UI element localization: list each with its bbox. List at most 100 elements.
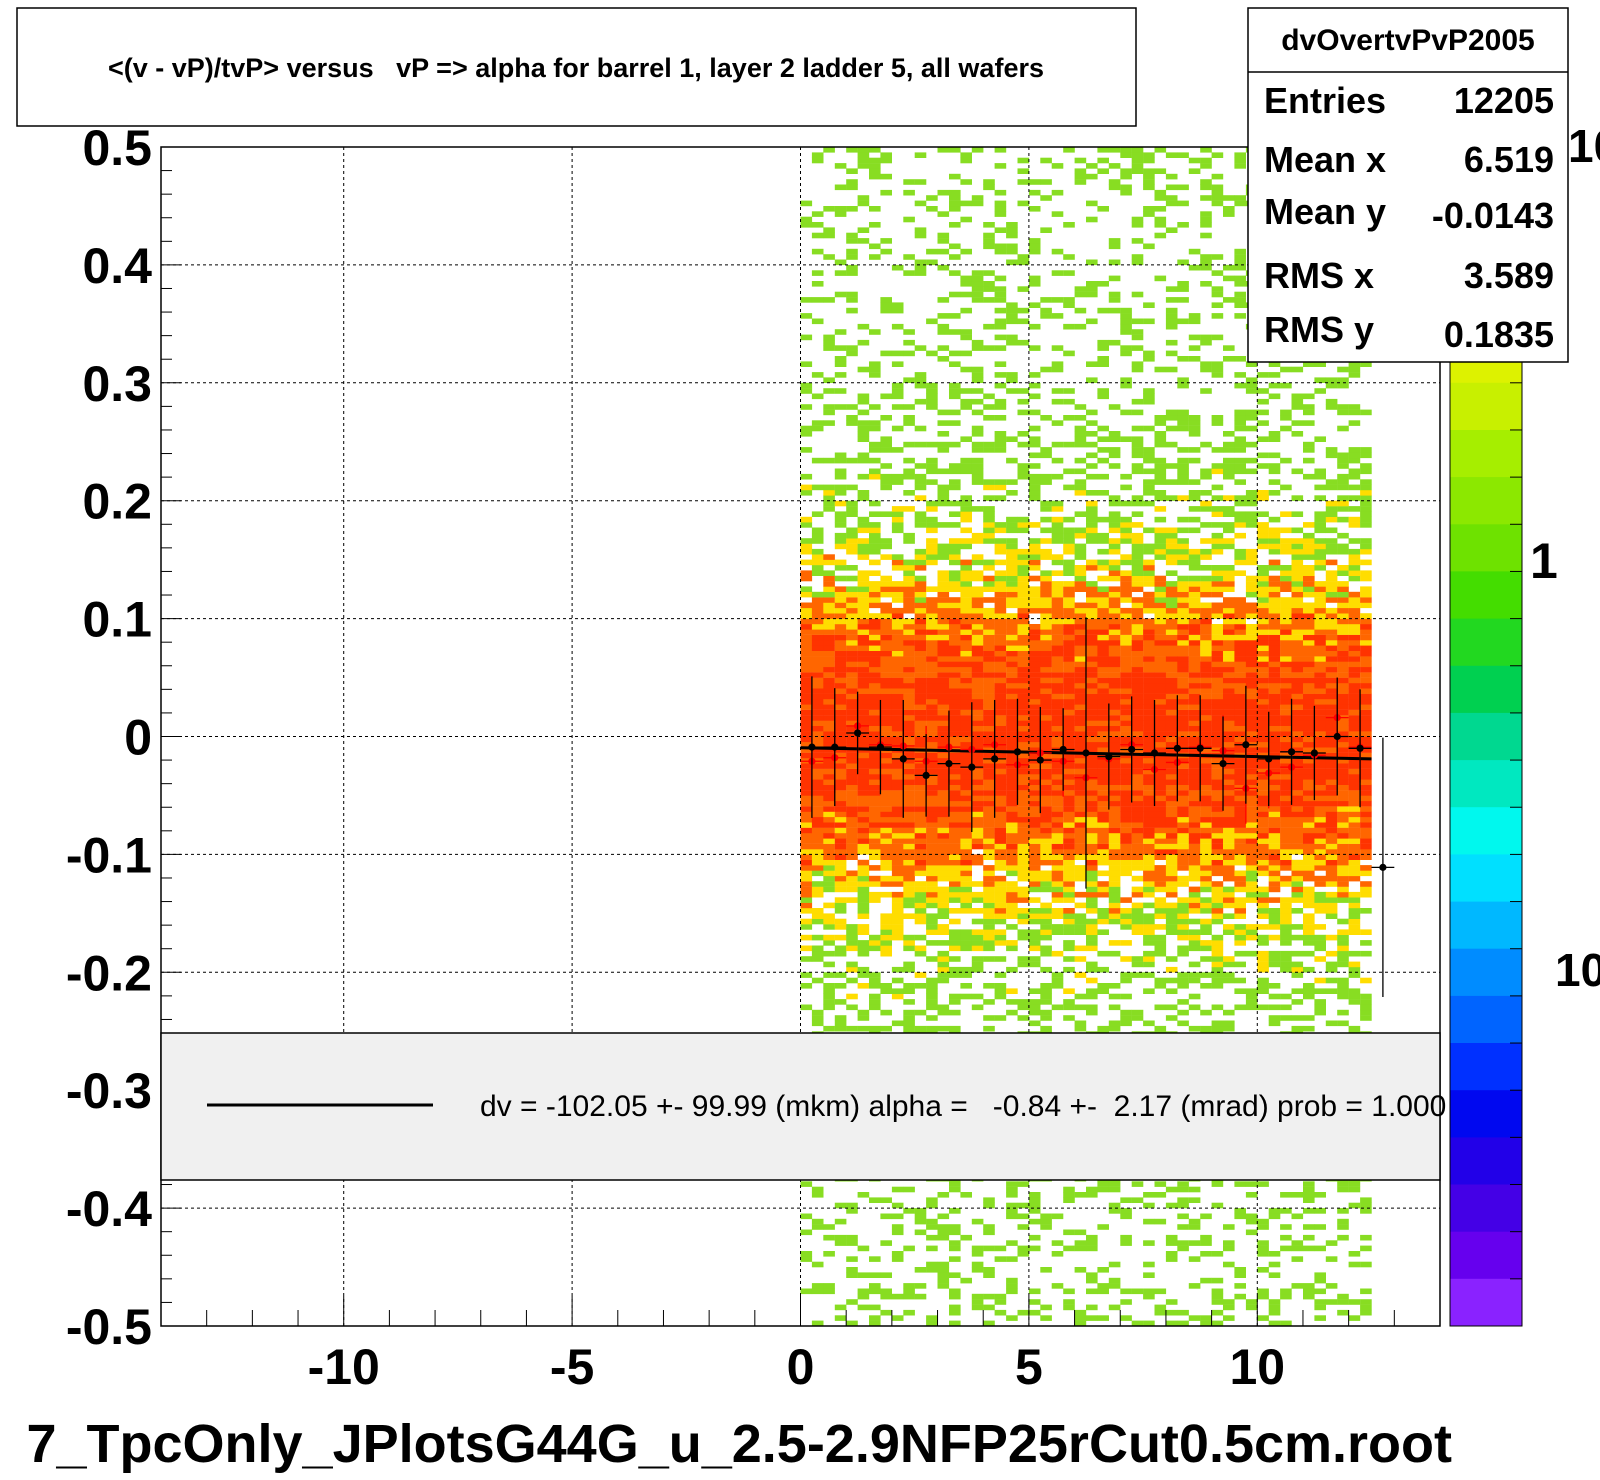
heatmap-cell — [1086, 1277, 1098, 1284]
heatmap-cell — [1086, 854, 1098, 860]
heatmap-cell — [1154, 774, 1167, 780]
heatmap-cell — [1200, 366, 1212, 373]
heatmap-cell — [1200, 945, 1212, 952]
heatmap-cell — [1177, 816, 1189, 823]
heatmap-cell — [1063, 966, 1075, 973]
heatmap-cell — [983, 699, 995, 705]
heatmap-cell — [1040, 784, 1052, 791]
heatmap-cell — [926, 1197, 938, 1203]
heatmap-cell — [914, 398, 927, 405]
heatmap-cell — [1154, 147, 1167, 153]
heatmap-cell — [960, 795, 972, 802]
heatmap-cell — [880, 238, 892, 244]
heatmap-cell — [880, 511, 892, 517]
heatmap-cell — [1040, 822, 1052, 828]
heatmap-cell — [1040, 677, 1052, 684]
heatmap-cell — [891, 350, 904, 357]
heatmap-cell — [1086, 516, 1098, 523]
heatmap-cell — [937, 816, 950, 823]
heatmap-cell — [994, 189, 1007, 196]
heatmap-cell — [1086, 586, 1098, 592]
heatmap-cell — [1074, 747, 1087, 753]
heatmap-cell — [971, 468, 984, 475]
heatmap-cell — [926, 956, 938, 962]
heatmap-cell — [857, 881, 870, 887]
heatmap-cell — [937, 297, 950, 303]
heatmap-cell — [1074, 1229, 1087, 1236]
heatmap-cell — [1120, 307, 1132, 314]
heatmap-cell — [914, 849, 927, 855]
heatmap-cell — [914, 784, 927, 791]
heatmap-cell — [1120, 709, 1132, 716]
heatmap-cell — [846, 833, 858, 839]
heatmap-cell — [994, 763, 1007, 769]
heatmap-cell — [1120, 1234, 1132, 1241]
heatmap-cell — [1257, 870, 1269, 877]
heatmap-cell — [1006, 339, 1018, 346]
heatmap-cell — [1154, 816, 1167, 823]
heatmap-cell — [1086, 1192, 1098, 1198]
heatmap-cell — [1074, 972, 1087, 978]
heatmap-cell — [857, 1245, 870, 1252]
heatmap-cell — [1063, 1004, 1075, 1011]
heatmap-cell — [1040, 913, 1052, 919]
heatmap-cell — [1131, 532, 1144, 539]
heatmap-cell — [1234, 731, 1246, 737]
heatmap-cell — [1188, 688, 1201, 694]
heatmap-cell — [1028, 602, 1041, 609]
heatmap-cell — [1074, 575, 1087, 582]
heatmap-cell — [800, 607, 813, 614]
heatmap-cell — [1143, 452, 1155, 459]
heatmap-cell — [994, 672, 1007, 678]
heatmap-cell — [994, 800, 1007, 807]
heatmap-cell — [1234, 479, 1246, 485]
heatmap-cell — [1017, 672, 1030, 678]
heatmap-cell — [983, 806, 995, 812]
heatmap-cell — [937, 613, 950, 619]
heatmap-cell — [1143, 891, 1155, 898]
heatmap-cell — [1108, 741, 1121, 748]
heatmap-cell — [937, 232, 950, 239]
heatmap-cell — [1280, 527, 1292, 534]
heatmap-cell — [1188, 597, 1201, 603]
heatmap-cell — [800, 725, 813, 732]
heatmap-cell — [1234, 677, 1246, 684]
heatmap-cell — [1143, 725, 1155, 732]
heatmap-cell — [1086, 715, 1098, 721]
heatmap-cell — [811, 859, 824, 866]
heatmap-cell — [914, 950, 927, 957]
heatmap-cell — [1028, 945, 1041, 952]
heatmap-cell — [903, 1288, 915, 1295]
heatmap-cell — [1131, 291, 1144, 298]
heatmap-cell — [1268, 897, 1281, 903]
heatmap-cell — [1120, 768, 1132, 775]
heatmap-cell — [1154, 645, 1167, 651]
heatmap-cell — [903, 339, 915, 346]
heatmap-cell — [914, 425, 927, 432]
heatmap-cell — [1154, 420, 1167, 426]
heatmap-cell — [1257, 490, 1269, 496]
heatmap-cell — [960, 575, 972, 582]
heatmap-cell — [994, 725, 1007, 732]
heatmap-cell — [834, 950, 847, 957]
heatmap-cell — [1143, 838, 1155, 844]
heatmap-cell — [1257, 543, 1269, 550]
heatmap-cell — [1165, 833, 1178, 839]
heatmap-cell — [926, 404, 938, 410]
heatmap-cell — [937, 741, 950, 748]
heatmap-cell — [891, 833, 904, 839]
heatmap-cell — [1268, 725, 1281, 732]
heatmap-cell — [800, 516, 813, 523]
heatmap-cell — [1097, 720, 1109, 726]
heatmap-cell — [1006, 902, 1018, 909]
heatmap-cell — [937, 447, 950, 453]
heatmap-cell — [834, 634, 847, 641]
heatmap-cell — [1188, 415, 1201, 421]
heatmap-cell — [971, 634, 984, 641]
heatmap-cell — [994, 200, 1007, 207]
heatmap-cell — [1143, 688, 1155, 694]
heatmap-cell — [1074, 1025, 1087, 1032]
heatmap-cell — [869, 682, 881, 689]
heatmap-cell — [926, 634, 938, 641]
heatmap-cell — [1245, 736, 1258, 743]
